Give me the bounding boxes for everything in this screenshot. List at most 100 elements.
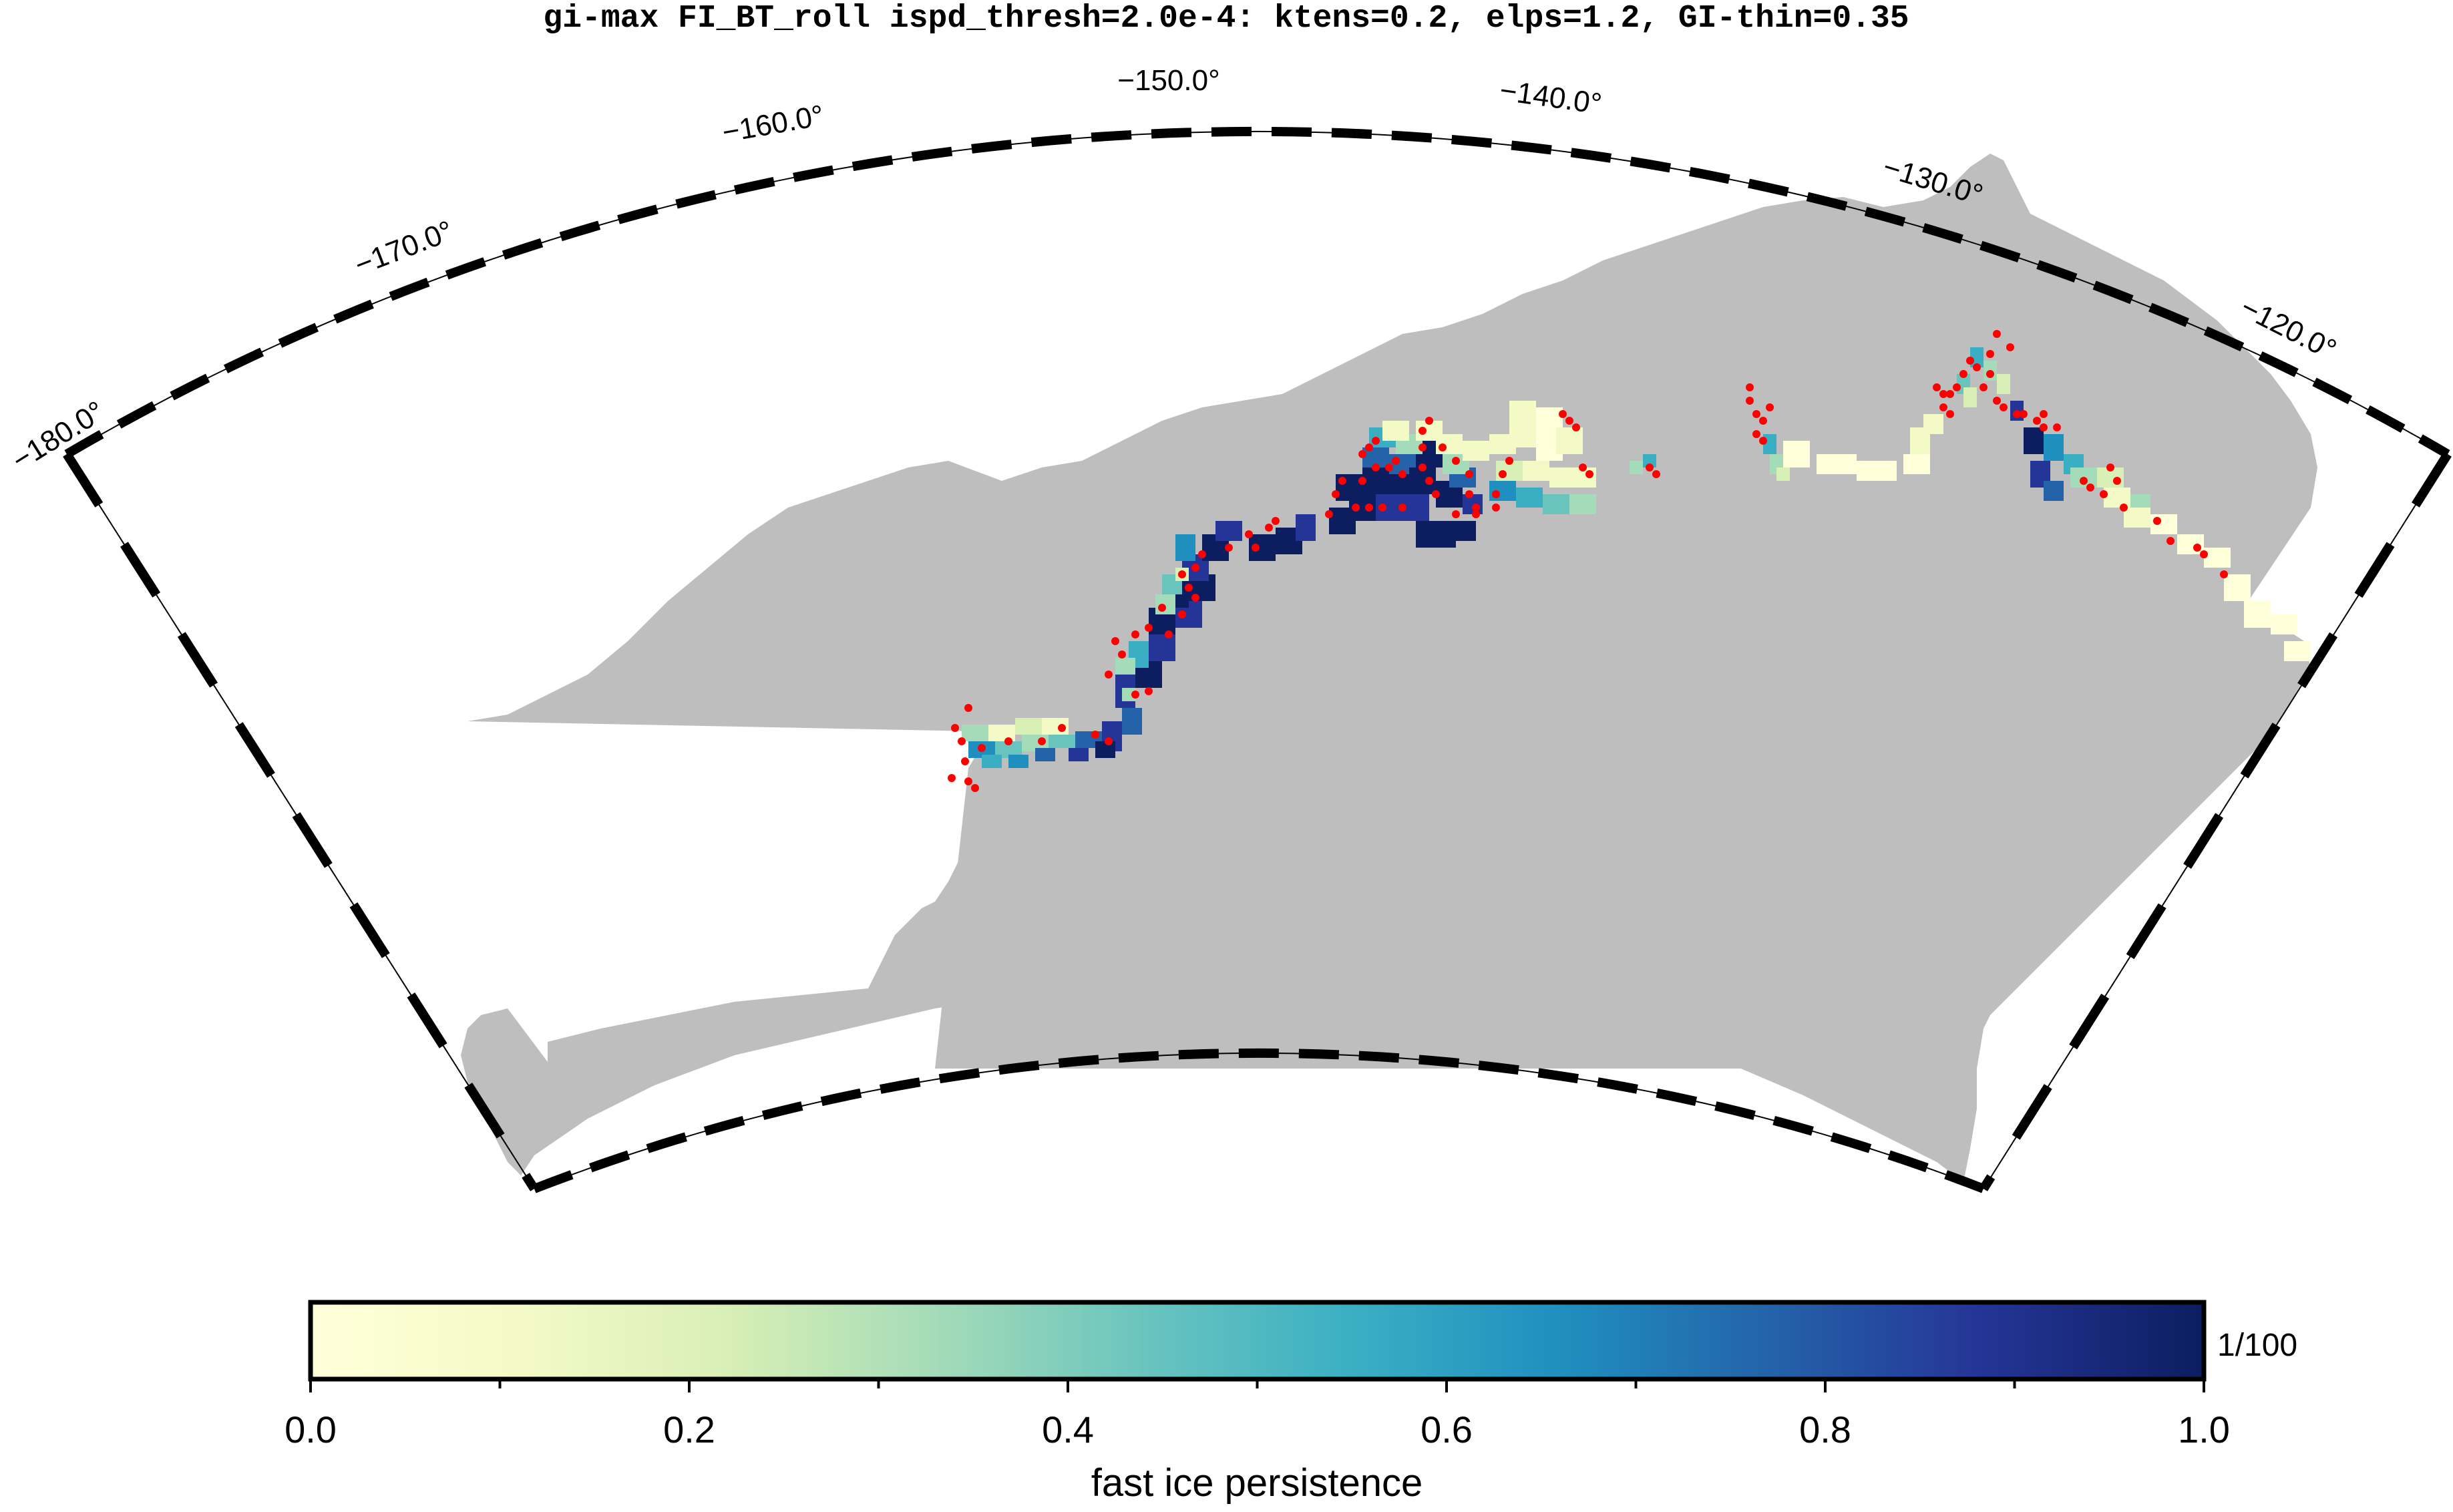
- grounded-iceberg-point: [1372, 463, 1380, 471]
- grounded-iceberg-point: [1245, 530, 1253, 538]
- grounded-iceberg-point: [964, 777, 972, 785]
- fast-ice-cell: [1122, 708, 1142, 735]
- grounded-iceberg-point: [1452, 510, 1460, 518]
- grounded-iceberg-point: [2040, 423, 2048, 431]
- grounded-iceberg-point: [1145, 624, 1153, 632]
- grounded-iceberg-point: [2100, 490, 2108, 498]
- fast-ice-cell: [1382, 421, 1409, 441]
- grounded-iceberg-point: [2080, 477, 2088, 485]
- grounded-iceberg-point: [2006, 343, 2014, 351]
- colorbar-bar: [308, 1300, 2207, 1382]
- fast-ice-cell: [962, 725, 988, 741]
- grounded-iceberg-points: [948, 330, 2228, 792]
- fast-ice-cell: [1155, 594, 1175, 614]
- colorbar-tick-label-2: 0.4: [1042, 1408, 1094, 1451]
- grounded-iceberg-point: [1432, 490, 1440, 498]
- fast-ice-cell: [1569, 494, 1596, 514]
- fast-ice-cell: [1122, 688, 1135, 701]
- grounded-iceberg-point: [1505, 457, 1513, 465]
- fast-ice-cell: [1523, 461, 1549, 481]
- grounded-iceberg-point: [948, 774, 956, 782]
- lon-label-140: −140.0°: [1498, 74, 1604, 121]
- grounded-iceberg-point: [1118, 650, 1126, 658]
- fast-ice-cell: [1015, 718, 1042, 735]
- fast-ice-cell: [1149, 634, 1175, 661]
- grounded-iceberg-point: [1338, 477, 1346, 485]
- grounded-iceberg-point: [978, 744, 986, 752]
- fast-ice-cell: [1035, 748, 1055, 761]
- grounded-iceberg-point: [1131, 630, 1139, 638]
- colorbar-title: fast ice persistence: [1091, 1461, 1423, 1505]
- grounded-iceberg-point: [1492, 490, 1500, 498]
- fast-ice-cell: [2204, 548, 2231, 568]
- fast-ice-cell: [1857, 461, 1897, 481]
- fast-ice-cell: [1095, 741, 1115, 758]
- grounded-iceberg-point: [1004, 737, 1012, 745]
- grounded-iceberg-point: [1392, 457, 1400, 465]
- grounded-iceberg-point: [1559, 410, 1567, 418]
- grounded-iceberg-point: [1352, 504, 1360, 512]
- grounded-iceberg-point: [1191, 594, 1199, 602]
- grounded-iceberg-point: [1365, 443, 1373, 451]
- grounded-iceberg-point: [1439, 443, 1447, 451]
- grounded-iceberg-point: [1191, 564, 1199, 572]
- grounded-iceberg-point: [1752, 410, 1760, 418]
- fast-ice-cells: [962, 347, 2311, 768]
- grounded-iceberg-point: [1959, 370, 1967, 378]
- fast-ice-cell: [1049, 735, 1075, 748]
- fast-ice-cell: [1576, 467, 1596, 488]
- grounded-iceberg-point: [1265, 524, 1273, 532]
- grounded-iceberg-point: [951, 724, 959, 732]
- fast-ice-cell: [1362, 467, 1389, 494]
- grounded-iceberg-point: [2113, 477, 2121, 485]
- land-mass-coast: [935, 414, 2311, 1069]
- grounded-iceberg-point: [2000, 403, 2008, 411]
- grounded-iceberg-point: [1572, 423, 1580, 431]
- lon-label-160: −160.0°: [720, 99, 827, 149]
- fast-ice-cell: [1903, 454, 1930, 474]
- grounded-iceberg-point: [1759, 437, 1767, 445]
- grounded-iceberg-point: [1358, 450, 1366, 458]
- grounded-iceberg-point: [1766, 403, 1774, 411]
- figure-title: gi-max FI_BT_roll ispd_thresh=2.0e-4: kt…: [543, 1, 1909, 37]
- grounded-iceberg-point: [1939, 390, 1947, 398]
- grounded-iceberg-point: [964, 704, 972, 712]
- frame-left-edge-line: [66, 453, 535, 1189]
- grounded-iceberg-point: [971, 784, 979, 792]
- grounded-iceberg-point: [1398, 470, 1406, 478]
- fast-ice-cell: [1489, 481, 1516, 501]
- grounded-iceberg-point: [2053, 423, 2061, 431]
- fast-ice-cell: [1543, 494, 1569, 514]
- fast-ice-cell: [1215, 521, 1242, 541]
- grounded-iceberg-point: [1966, 357, 1974, 365]
- grounded-iceberg-point: [1398, 504, 1406, 512]
- grounded-iceberg-point: [1452, 457, 1460, 465]
- grounded-iceberg-point: [1145, 687, 1153, 695]
- fast-ice-cell: [1436, 434, 1463, 454]
- fast-ice-cell: [2224, 574, 2251, 601]
- colorbar-tick-label-1: 0.2: [663, 1408, 715, 1451]
- grounded-iceberg-point: [2033, 417, 2041, 425]
- fast-ice-cell: [1463, 441, 1489, 461]
- grounded-iceberg-point: [1746, 397, 1754, 405]
- grounded-iceberg-point: [1979, 383, 1988, 391]
- grounded-iceberg-point: [2013, 410, 2021, 418]
- fast-ice-cell: [1449, 521, 1476, 541]
- grounded-iceberg-point: [2153, 517, 2161, 525]
- grounded-iceberg-point: [2020, 410, 2028, 418]
- grounded-iceberg-point: [1358, 477, 1366, 485]
- grounded-iceberg-point: [2193, 544, 2201, 552]
- colorbar-ticks: [309, 1379, 2205, 1392]
- grounded-iceberg-point: [1332, 490, 1340, 498]
- fast-ice-cell: [1997, 374, 2010, 394]
- grounded-iceberg-point: [1565, 417, 1573, 425]
- grounded-iceberg-point: [1198, 550, 1206, 558]
- fast-ice-cell: [1509, 401, 1536, 441]
- frame-inner-arc-line: [534, 1053, 1984, 1189]
- lon-label-150: −150.0°: [1117, 64, 1219, 97]
- grounded-iceberg-point: [1492, 504, 1500, 512]
- fast-ice-cell: [1783, 441, 1810, 467]
- lon-label-170: −170.0°: [350, 214, 457, 282]
- grounded-iceberg-point: [1105, 671, 1113, 679]
- fast-ice-cell: [1776, 467, 1790, 481]
